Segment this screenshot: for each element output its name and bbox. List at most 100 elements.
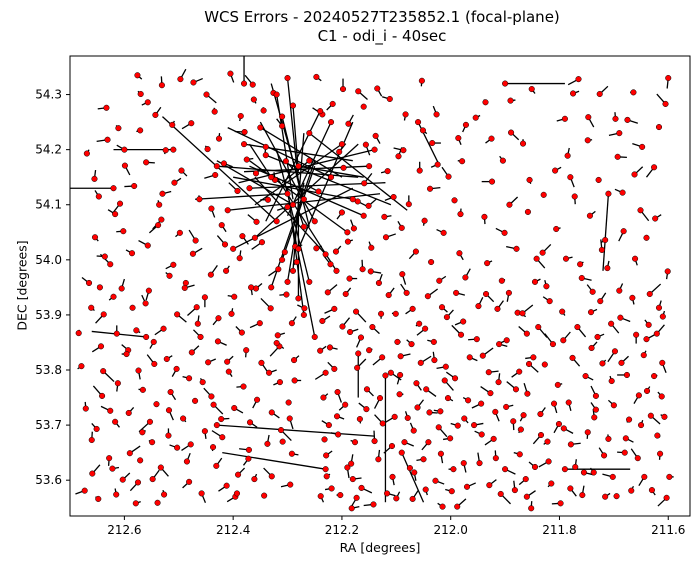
data-point: [234, 187, 241, 195]
data-point: [325, 422, 332, 429]
data-point: [336, 148, 343, 155]
data-point: [447, 435, 454, 442]
data-point: [405, 201, 412, 208]
data-point: [592, 392, 599, 399]
data-point: [261, 492, 268, 499]
data-point: [460, 318, 467, 325]
data-point: [264, 440, 271, 447]
data-point: [171, 179, 178, 186]
data-point: [633, 331, 640, 338]
data-point: [295, 163, 302, 170]
data-point: [560, 425, 567, 432]
data-point: [223, 267, 230, 274]
data-point: [619, 189, 626, 196]
error-vector: [244, 165, 370, 173]
data-point: [331, 365, 338, 372]
data-point: [213, 163, 220, 170]
data-point: [289, 102, 297, 109]
data-point: [358, 484, 365, 491]
data-point: [408, 341, 415, 348]
data-point: [230, 245, 237, 252]
data-point: [207, 271, 214, 278]
data-point: [357, 334, 365, 341]
data-point: [622, 435, 629, 442]
data-point: [569, 354, 576, 361]
data-point: [560, 337, 567, 344]
data-point: [398, 449, 405, 456]
data-point: [453, 289, 460, 296]
data-point: [328, 485, 335, 492]
data-point: [541, 361, 548, 368]
data-point: [602, 493, 609, 500]
data-point: [245, 446, 252, 453]
data-point: [240, 383, 247, 390]
data-point: [317, 493, 324, 500]
data-point: [359, 266, 366, 273]
data-point: [439, 503, 446, 510]
data-point: [429, 139, 436, 147]
data-point: [502, 80, 509, 87]
data-point: [342, 290, 349, 298]
data-point: [139, 386, 146, 393]
data-point: [231, 293, 238, 300]
data-point: [88, 304, 95, 311]
data-point: [126, 450, 133, 457]
data-point: [662, 100, 669, 107]
data-point: [163, 355, 170, 363]
data-point: [526, 176, 533, 184]
data-point: [192, 397, 199, 404]
data-point: [641, 473, 648, 480]
data-point: [388, 442, 396, 450]
data-point: [659, 313, 666, 320]
data-point: [533, 255, 540, 262]
error-vector: [602, 193, 610, 271]
data-point: [512, 386, 520, 393]
data-point: [95, 495, 102, 502]
data-point: [501, 229, 508, 236]
data-point: [238, 329, 245, 336]
data-point: [158, 82, 165, 89]
data-point: [608, 377, 615, 385]
data-point: [484, 260, 491, 267]
data-point: [663, 494, 670, 501]
data-point: [115, 125, 122, 132]
data-point: [455, 135, 462, 142]
data-point: [125, 409, 132, 417]
data-point: [114, 380, 121, 387]
data-point: [640, 352, 647, 359]
data-point: [550, 400, 558, 407]
data-point: [623, 371, 630, 379]
axes-frame: [69, 55, 691, 517]
data-point: [300, 196, 307, 203]
data-point: [617, 314, 624, 321]
data-point: [348, 460, 355, 467]
error-vector: [401, 452, 425, 503]
data-point: [409, 305, 416, 312]
data-point: [411, 469, 418, 476]
data-point: [646, 290, 653, 298]
data-point: [638, 422, 645, 429]
data-point: [452, 375, 459, 382]
data-point: [333, 413, 341, 420]
data-point: [461, 415, 468, 422]
data-point: [284, 203, 291, 210]
data-point: [221, 241, 229, 248]
data-point: [655, 304, 663, 311]
data-point: [340, 164, 347, 171]
data-point: [386, 95, 393, 103]
data-point: [286, 415, 293, 422]
data-point: [219, 434, 226, 441]
data-point: [548, 480, 555, 487]
data-point: [145, 287, 152, 294]
data-point: [344, 229, 351, 236]
data-point: [306, 278, 313, 285]
data-point: [549, 341, 556, 348]
data-point: [83, 150, 90, 157]
y-axis-ticks: 53.6 53.7 53.8 53.9 54.0 54.1 54.2 54.3: [35, 88, 70, 487]
data-point: [279, 256, 286, 263]
data-point: [498, 277, 505, 284]
data-point: [565, 399, 572, 406]
data-point: [277, 427, 285, 434]
data-point: [96, 284, 103, 291]
